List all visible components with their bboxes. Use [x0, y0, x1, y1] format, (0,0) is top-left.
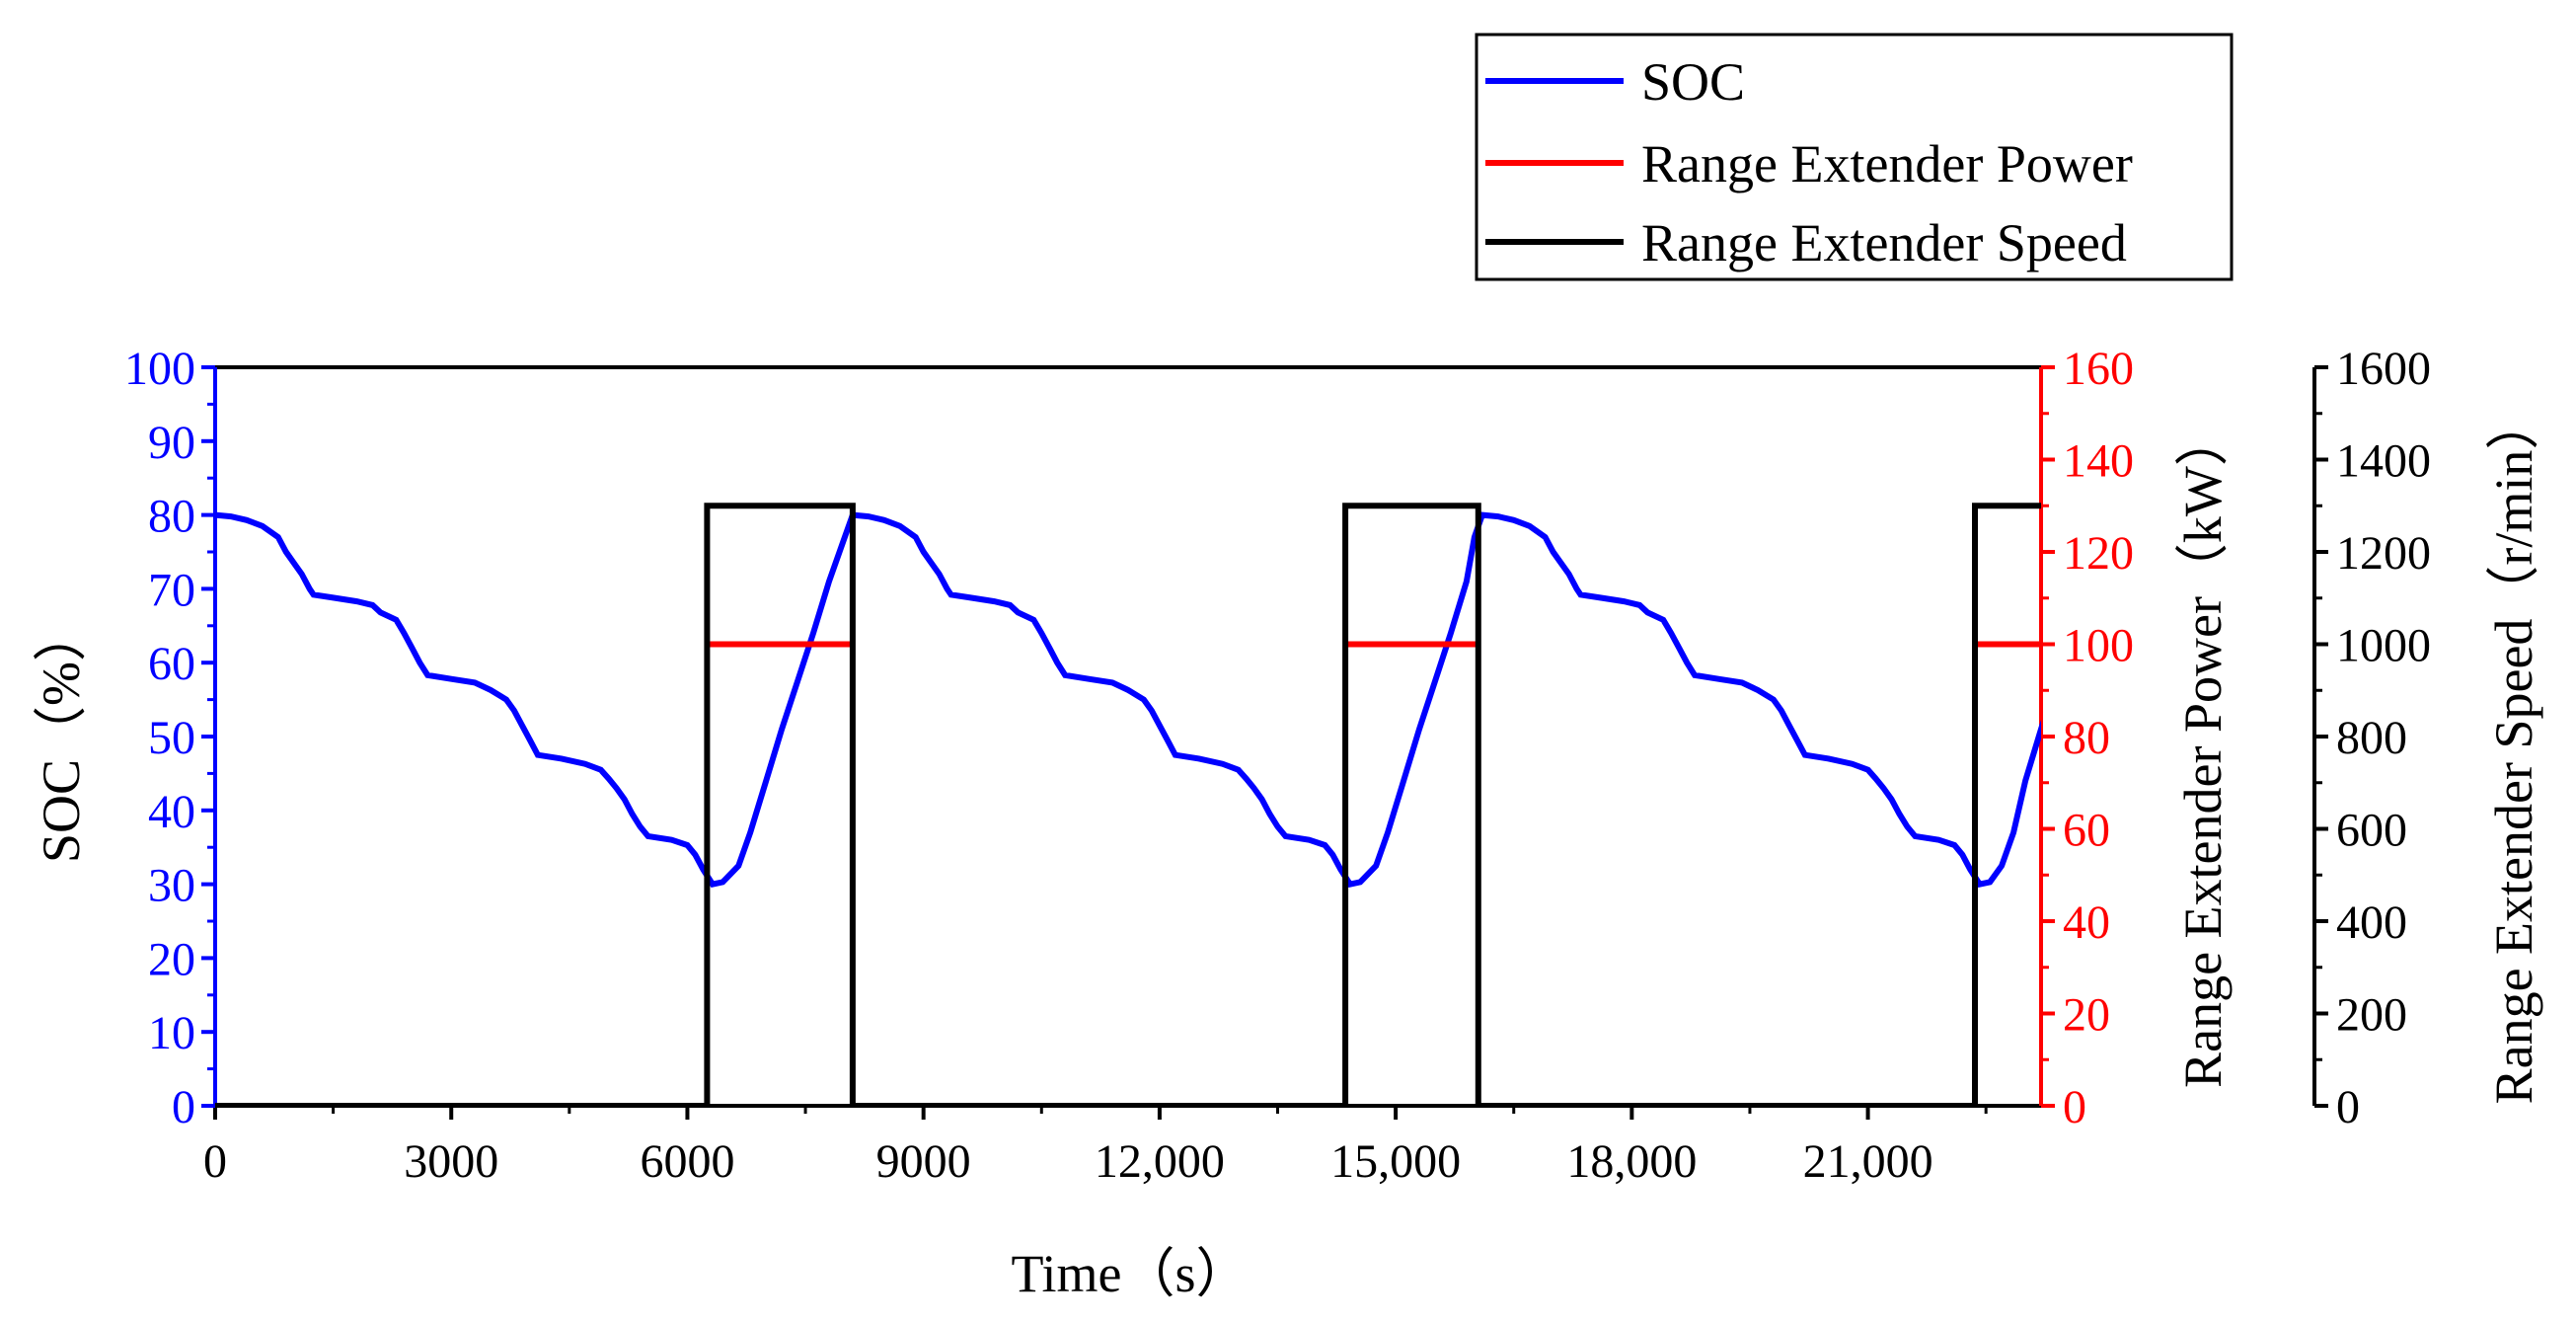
speed-axis-ticks: 0 200 400 600 800 1000 1200 1400 1600 — [2314, 343, 2431, 1133]
power-axis-ticks: 0 20 40 60 80 100 120 140 160 — [2041, 343, 2134, 1133]
soc-tick-label: 60 — [148, 638, 195, 690]
power-tick-label: 120 — [2063, 527, 2134, 580]
legend-label-power: Range Extender Power — [1641, 134, 2133, 194]
soc-tick-label: 100 — [124, 343, 195, 395]
legend-box — [1475, 33, 2234, 281]
soc-axis-ticks: 0 10 20 30 40 50 60 70 80 90 100 — [124, 343, 215, 1133]
x-tick-label: 15,000 — [1330, 1135, 1461, 1188]
x-tick-label: 21,000 — [1803, 1135, 1933, 1188]
legend-entry-power: Range Extender Power — [1485, 134, 2133, 194]
speed-tick-label: 1200 — [2336, 527, 2431, 580]
soc-tick-label: 30 — [148, 860, 195, 912]
series-line-soc — [215, 511, 2041, 888]
soc-tick-label: 80 — [148, 491, 195, 543]
legend-entry-speed: Range Extender Speed — [1485, 213, 2127, 272]
speed-tick-label: 200 — [2336, 989, 2407, 1042]
legend-label-soc: SOC — [1641, 52, 1745, 112]
power-tick-label: 140 — [2063, 435, 2134, 488]
legend: SOC Range Extender Power Range Extender … — [1475, 33, 2234, 281]
power-tick-label: 80 — [2063, 712, 2110, 764]
x-tick-label: 6000 — [640, 1135, 734, 1188]
x-axis-title: Time（s） — [1011, 1244, 1249, 1303]
series-line-range-extender-speed — [215, 503, 2041, 1106]
speed-tick-label: 1000 — [2336, 620, 2431, 672]
soc-tick-label: 0 — [172, 1081, 195, 1133]
x-axis-ticks: 0 3000 6000 9000 12,000 15,000 18,000 21,000 — [203, 1106, 1988, 1188]
power-tick-label: 40 — [2063, 896, 2110, 949]
speed-tick-label: 800 — [2336, 712, 2407, 764]
soc-tick-label: 20 — [148, 933, 195, 985]
power-tick-label: 60 — [2063, 805, 2110, 857]
legend-entry-soc: SOC — [1485, 52, 1745, 112]
legend-label-speed: Range Extender Speed — [1641, 213, 2127, 272]
x-tick-label: 3000 — [404, 1135, 498, 1188]
speed-tick-label: 0 — [2336, 1081, 2360, 1133]
speed-tick-label: 400 — [2336, 896, 2407, 949]
soc-tick-label: 50 — [148, 712, 195, 764]
speed-tick-label: 1600 — [2336, 343, 2431, 395]
power-tick-label: 0 — [2063, 1081, 2086, 1133]
power-tick-label: 160 — [2063, 343, 2134, 395]
x-tick-label: 0 — [203, 1135, 227, 1188]
soc-tick-label: 90 — [148, 417, 195, 469]
soc-tick-label: 10 — [148, 1007, 195, 1059]
x-tick-label: 18,000 — [1566, 1135, 1697, 1188]
soc-tick-label: 40 — [148, 786, 195, 838]
power-tick-label: 100 — [2063, 620, 2134, 672]
series-layer — [215, 503, 2041, 1106]
x-tick-label: 12,000 — [1095, 1135, 1225, 1188]
speed-tick-label: 1400 — [2336, 435, 2431, 488]
soc-axis-title: SOC（%） — [32, 608, 91, 863]
speed-axis-title: Range Extender Speed（r/min） — [2484, 397, 2543, 1105]
power-axis-title: Range Extender Power（kW） — [2173, 413, 2233, 1088]
power-tick-label: 20 — [2063, 989, 2110, 1042]
speed-tick-label: 600 — [2336, 805, 2407, 857]
soc-tick-label: 70 — [148, 564, 195, 616]
x-tick-label: 9000 — [876, 1135, 971, 1188]
